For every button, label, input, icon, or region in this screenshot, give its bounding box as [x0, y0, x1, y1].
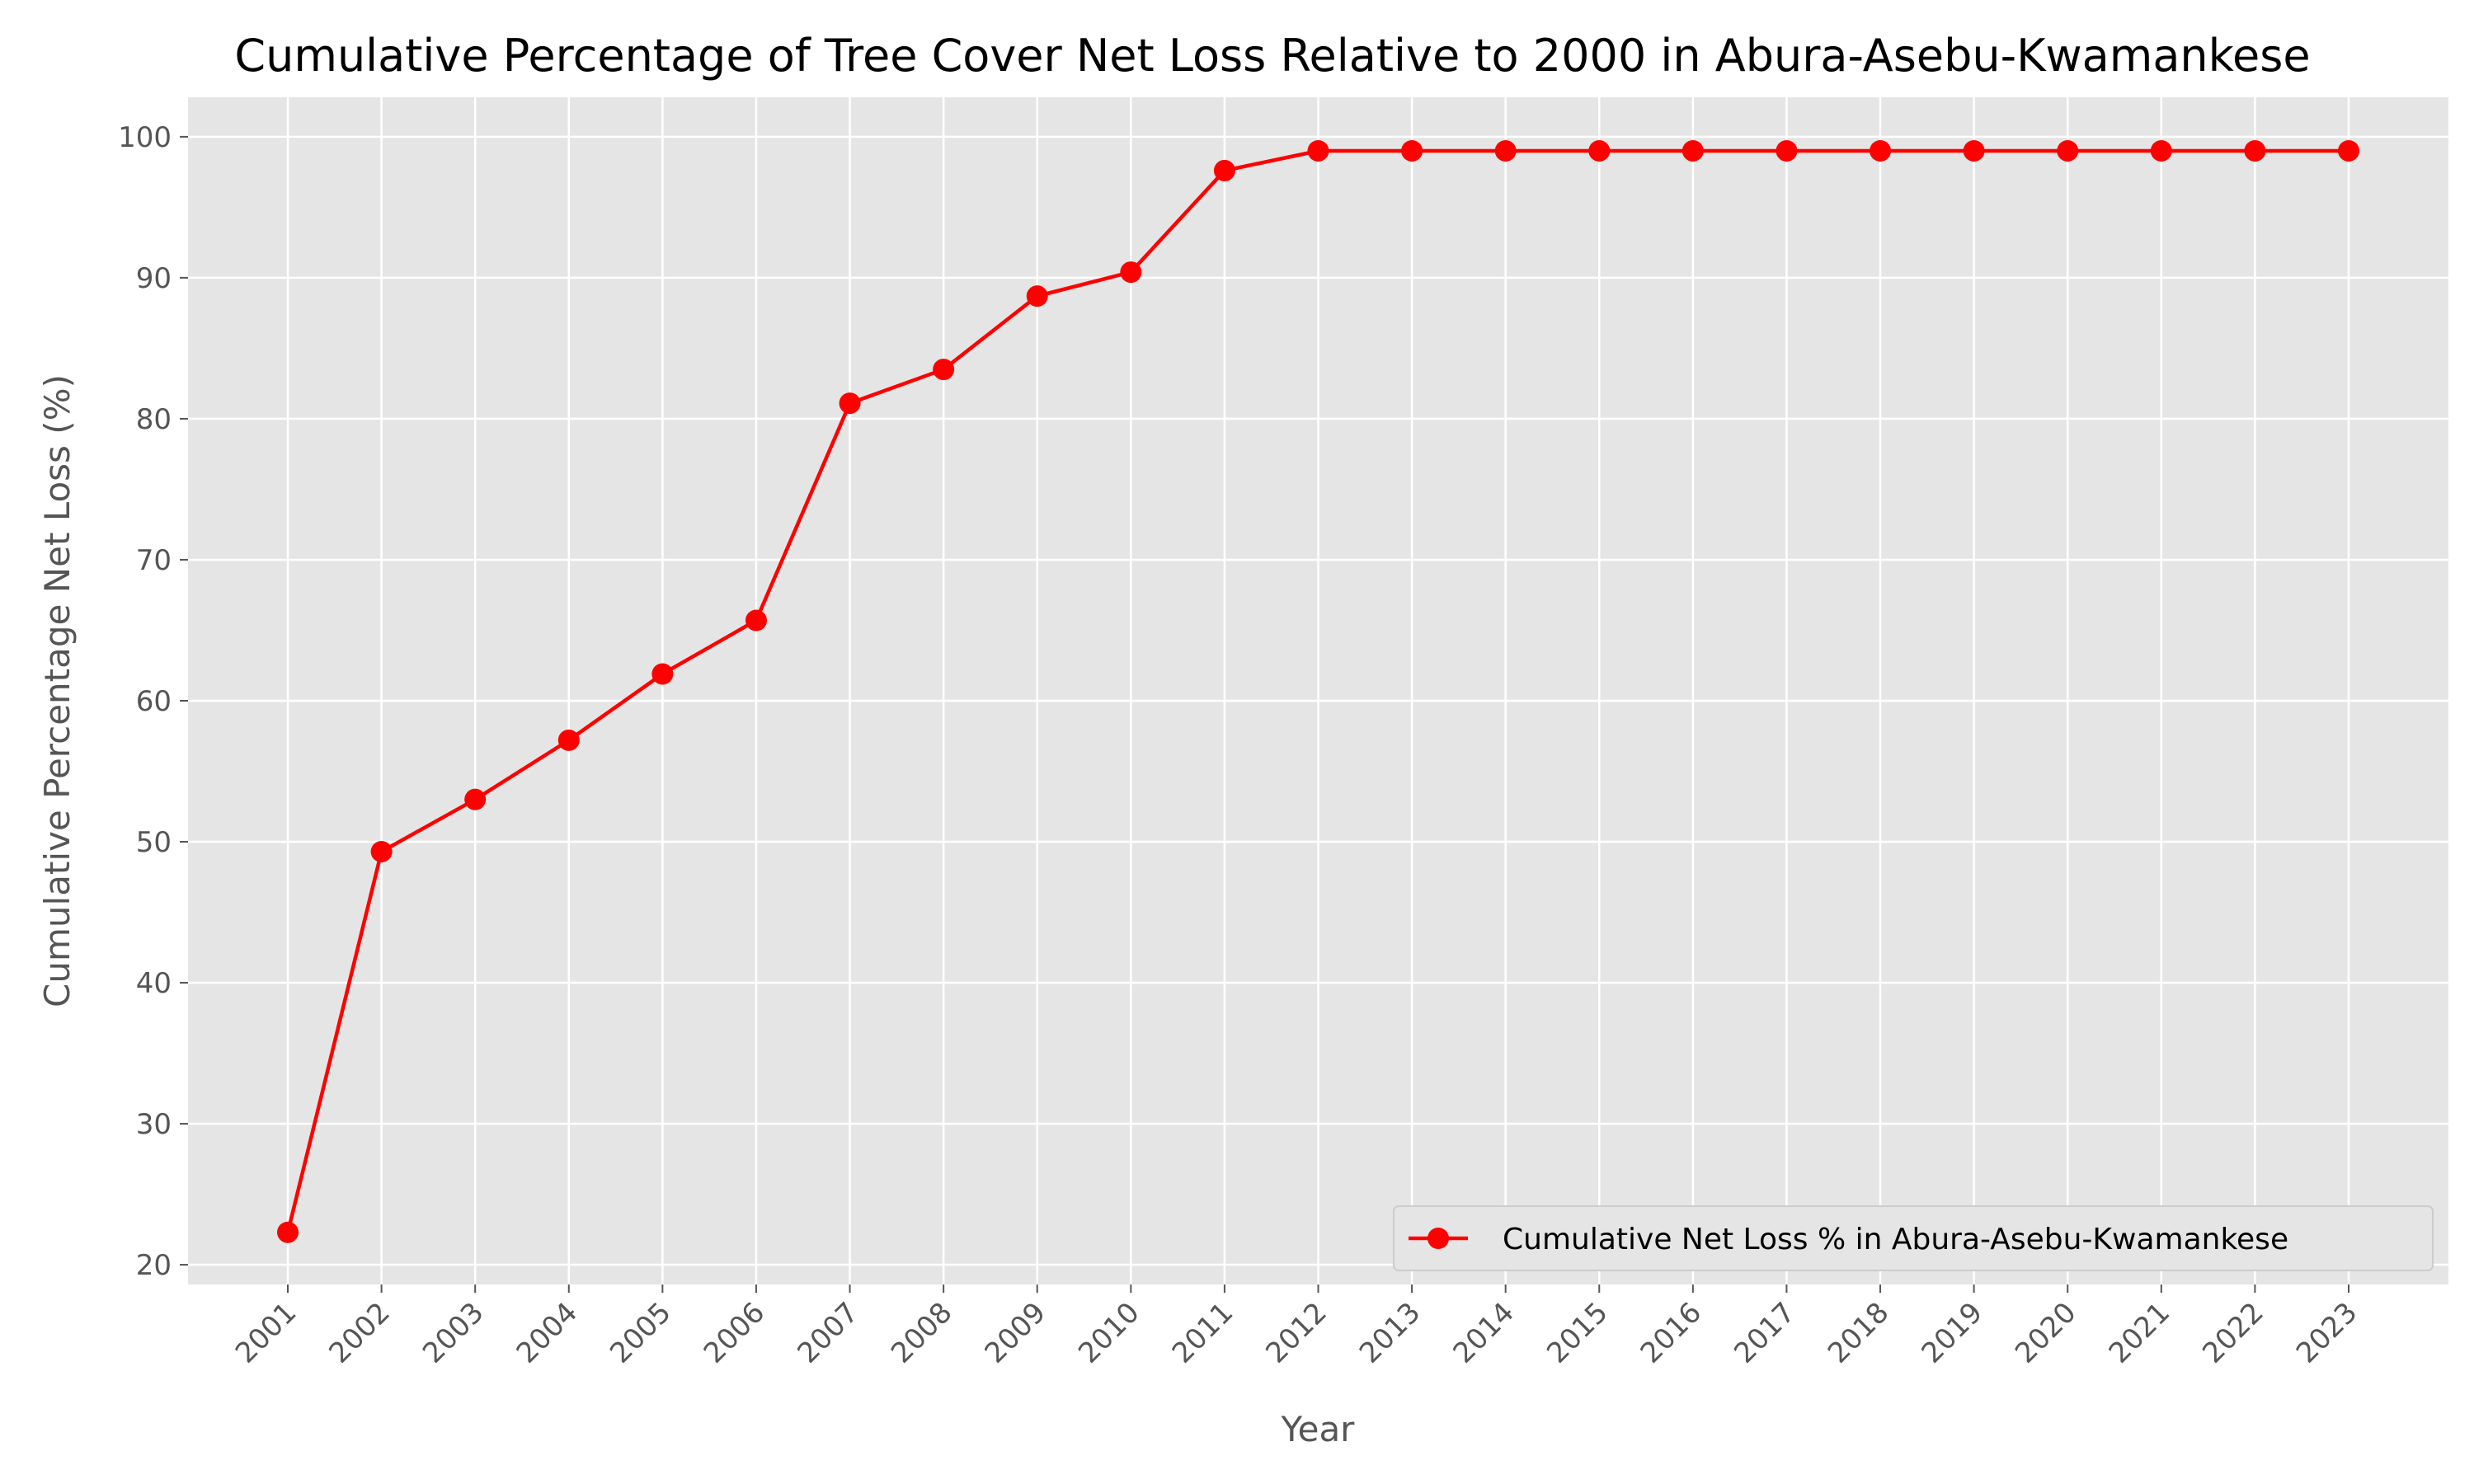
- x-tick-label: 2005: [604, 1296, 677, 1369]
- x-tick-label: 2009: [979, 1296, 1052, 1369]
- data-point: [1401, 139, 1423, 162]
- x-tick-label: 2004: [510, 1296, 584, 1369]
- data-point: [933, 359, 955, 381]
- x-tick-label: 2002: [322, 1296, 396, 1369]
- x-tick-label: 2015: [1540, 1296, 1614, 1369]
- data-point: [1588, 139, 1611, 162]
- data-point: [1213, 159, 1235, 181]
- data-point: [2338, 139, 2359, 162]
- y-tick-label: 90: [136, 262, 172, 295]
- x-tick-label: 2021: [2103, 1296, 2176, 1369]
- data-point: [1963, 139, 1985, 162]
- y-tick-label: 100: [118, 121, 172, 154]
- data-point: [2244, 139, 2266, 162]
- x-axis: 2001 2002 2003 2004 2005 2006 2007 2008 2009 2010…: [229, 1284, 2363, 1370]
- legend: Cumulative Net Loss % in Abura-Asebu-Kwa…: [1393, 1205, 2434, 1271]
- y-axis: 20 30 40 50 60 70 80 90 100: [118, 121, 188, 1282]
- y-axis-label: Cumulative Percentage Net Loss (%): [37, 374, 78, 1007]
- x-tick-label: 2020: [2009, 1296, 2082, 1369]
- data-point: [277, 1221, 299, 1243]
- data-point: [651, 663, 674, 685]
- x-tick-label: 2019: [1916, 1296, 1989, 1369]
- x-tick-label: 2013: [1353, 1296, 1427, 1369]
- chart-title: Cumulative Percentage of Tree Cover Net …: [234, 30, 2310, 82]
- x-tick-label: 2014: [1447, 1296, 1521, 1369]
- x-tick-label: 2010: [1072, 1296, 1145, 1369]
- data-point: [745, 609, 767, 632]
- y-tick-label: 50: [136, 826, 172, 859]
- data-point: [1307, 139, 1329, 162]
- x-tick-label: 2008: [885, 1296, 958, 1369]
- data-point: [464, 788, 487, 810]
- data-point: [1120, 261, 1142, 284]
- x-tick-label: 2016: [1634, 1296, 1708, 1369]
- legend-marker: [1427, 1228, 1449, 1249]
- data-point: [1494, 139, 1517, 162]
- legend-label: Cumulative Net Loss % in Abura-Asebu-Kwa…: [1503, 1223, 2288, 1256]
- grid: [188, 97, 2448, 1284]
- y-tick-label: 70: [136, 544, 172, 577]
- data-point: [1681, 139, 1704, 162]
- legend-box: [1393, 1205, 2434, 1271]
- y-tick-label: 80: [136, 403, 172, 436]
- x-tick-label: 2023: [2290, 1296, 2363, 1369]
- y-tick-label: 60: [136, 685, 172, 718]
- y-tick-label: 40: [136, 967, 172, 1000]
- x-tick-label: 2012: [1259, 1296, 1333, 1369]
- data-point: [2057, 139, 2079, 162]
- data-point: [557, 729, 580, 751]
- x-tick-label: 2017: [1728, 1296, 1801, 1369]
- y-tick-label: 30: [136, 1108, 172, 1141]
- x-tick-label: 2003: [416, 1296, 490, 1369]
- data-point: [370, 840, 393, 862]
- data-point: [839, 392, 861, 415]
- x-tick-label: 2007: [791, 1296, 864, 1369]
- data-points: [277, 139, 2359, 1243]
- x-axis-label: Year: [1281, 1409, 1356, 1449]
- x-tick-label: 2006: [698, 1296, 771, 1369]
- y-tick-label: 20: [136, 1249, 172, 1282]
- x-tick-label: 2018: [1822, 1296, 1895, 1369]
- data-point: [1776, 139, 1798, 162]
- data-point: [2150, 139, 2172, 162]
- x-tick-label: 2022: [2196, 1296, 2269, 1369]
- x-tick-label: 2011: [1166, 1296, 1239, 1369]
- data-point: [1870, 139, 1892, 162]
- data-point: [1026, 285, 1048, 308]
- x-tick-label: 2001: [229, 1296, 303, 1369]
